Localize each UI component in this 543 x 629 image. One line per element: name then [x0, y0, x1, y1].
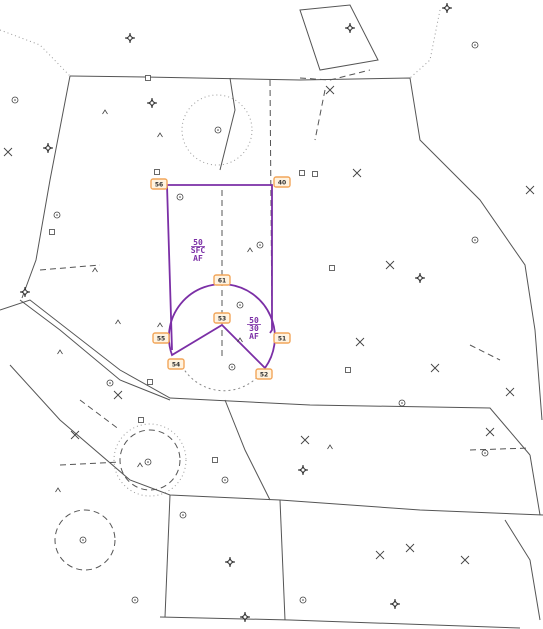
small-square-icon: [329, 265, 335, 271]
waypoint-56-label: 56: [155, 182, 163, 189]
obstacle-caret-icon: [247, 247, 253, 253]
waypoint-52-label: 52: [260, 372, 268, 379]
small-circle-dot-icon: [217, 129, 219, 131]
waypoint-52[interactable]: 52: [255, 368, 273, 380]
waypoint-40[interactable]: 40: [273, 176, 291, 188]
small-circle-dot-icon: [259, 244, 261, 246]
obstacle-caret-icon: [157, 132, 163, 138]
obstacle-caret-icon: [115, 319, 121, 325]
waypoint-star-icon: [441, 2, 453, 14]
altitude-upper-bottom: SFC: [191, 246, 206, 255]
navaid-x-icon: [375, 550, 385, 560]
small-square-icon: [147, 379, 153, 385]
airspace-dashed-arc: [179, 361, 263, 392]
waypoint-55-label: 55: [157, 336, 165, 343]
waypoint-51[interactable]: 51: [273, 332, 291, 344]
obstacle-caret-icon: [102, 109, 108, 115]
navaid-x-icon: [70, 430, 80, 440]
small-circle-dot-icon: [179, 196, 181, 198]
navaid-x-icon: [525, 185, 535, 195]
small-circle-dot-icon: [474, 239, 476, 241]
small-circle-dot-icon: [134, 599, 136, 601]
waypoint-61-label: 61: [218, 278, 226, 285]
small-circle-dot-icon: [401, 402, 403, 404]
waypoint-star-icon: [414, 272, 426, 284]
navaid-x-icon: [485, 427, 495, 437]
small-square-icon: [312, 171, 318, 177]
small-square-icon: [49, 229, 55, 235]
small-square-icon: [345, 367, 351, 373]
navaid-x-icon: [505, 387, 515, 397]
waypoint-star-icon: [146, 97, 158, 109]
waypoint-54-label: 54: [172, 362, 180, 369]
obstacle-caret-icon: [137, 462, 143, 468]
waypoint-51-label: 51: [278, 336, 286, 343]
boundary-lines: [0, 4, 543, 629]
small-circle-dot-icon: [231, 366, 233, 368]
navaid-x-icon: [113, 390, 123, 400]
waypoint-55[interactable]: 55: [152, 332, 170, 344]
obstacle-caret-icon: [55, 487, 61, 493]
obstacle-caret-icon: [327, 444, 333, 450]
restricted-airspace: [166, 184, 276, 392]
small-circle-dot-icon: [474, 44, 476, 46]
altitude-lower-class: AF: [249, 332, 259, 341]
navaid-x-icon: [430, 363, 440, 373]
small-circle-dot-icon: [484, 452, 486, 454]
dashed-lines: [39, 69, 531, 571]
navaid-x-icon: [355, 337, 365, 347]
waypoint-star-icon: [239, 611, 251, 623]
small-square-icon: [145, 75, 151, 81]
small-circle-dot-icon: [182, 514, 184, 516]
waypoint-star-icon: [42, 142, 54, 154]
obstacle-caret-icon: [92, 267, 98, 273]
navaid-x-icon: [405, 543, 415, 553]
altitude-lower-bottom: 30: [249, 324, 259, 333]
waypoint-star-icon: [389, 598, 401, 610]
obstacle-caret-icon: [157, 322, 163, 328]
navaid-x-icon: [325, 85, 335, 95]
waypoint-star-icon: [344, 22, 356, 34]
small-square-icon: [212, 457, 218, 463]
small-square-icon: [138, 417, 144, 423]
navaid-x-icon: [460, 555, 470, 565]
waypoint-star-icon: [19, 286, 31, 298]
waypoint-star-icon: [124, 32, 136, 44]
waypoint-star-icon: [297, 464, 309, 476]
navaid-x-icon: [3, 147, 13, 157]
altitude-upper-class: AF: [193, 254, 203, 263]
map-symbols: [3, 2, 535, 623]
waypoint-star-icon: [224, 556, 236, 568]
small-circle-dot-icon: [302, 599, 304, 601]
waypoint-labels: 56 40 61 53 55 51 54 52: [150, 176, 291, 380]
airspace-lower-sector: [168, 283, 276, 370]
altitude-block-lower: 50 30 AF: [247, 316, 261, 341]
small-square-icon: [299, 170, 305, 176]
small-square-icon: [154, 169, 160, 175]
small-circle-dot-icon: [224, 479, 226, 481]
waypoint-61[interactable]: 61: [213, 274, 231, 286]
navaid-x-icon: [385, 260, 395, 270]
small-circle-dot-icon: [56, 214, 58, 216]
small-circle-dot-icon: [109, 382, 111, 384]
small-circle-dot-icon: [14, 99, 16, 101]
altitude-lower-top: 50: [249, 316, 259, 325]
navaid-x-icon: [352, 168, 362, 178]
small-circle-dot-icon: [82, 539, 84, 541]
waypoint-53[interactable]: 53: [213, 312, 231, 324]
waypoint-40-label: 40: [278, 180, 286, 187]
dotted-lines: [0, 9, 441, 497]
obstacle-caret-icon: [57, 349, 63, 355]
waypoint-53-label: 53: [218, 316, 226, 323]
small-circle-dot-icon: [239, 304, 241, 306]
altitude-block-upper: 50 SFC AF: [191, 238, 206, 263]
waypoint-56[interactable]: 56: [150, 178, 168, 190]
small-circle-dot-icon: [147, 461, 149, 463]
altitude-upper-top: 50: [193, 238, 203, 247]
obstacle-caret-icon: [237, 337, 243, 343]
navaid-x-icon: [300, 435, 310, 445]
waypoint-54[interactable]: 54: [167, 358, 185, 370]
